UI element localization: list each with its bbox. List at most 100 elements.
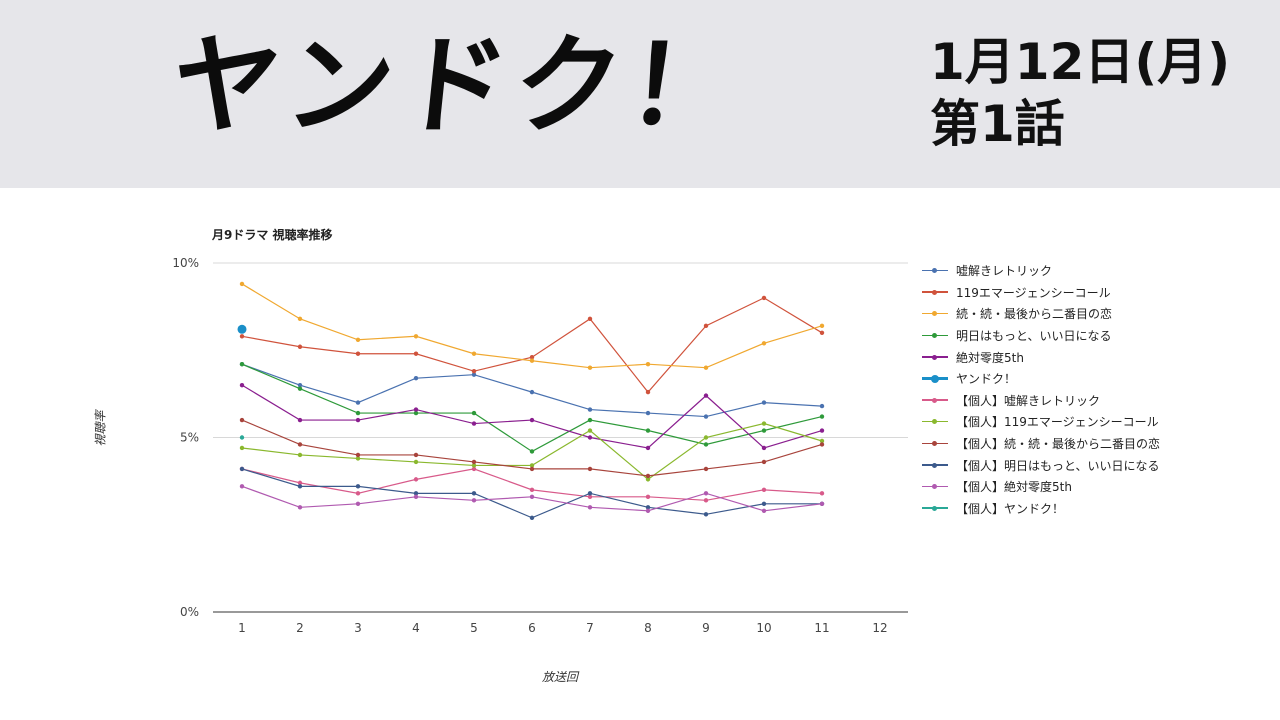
data-point — [471, 498, 477, 503]
data-point — [355, 484, 361, 489]
data-point — [529, 487, 535, 493]
legend-item: 【個人】明日はもっと、いい日になる — [922, 454, 1222, 476]
data-point — [239, 382, 245, 388]
data-point — [413, 491, 419, 496]
x-tick-label: 4 — [412, 621, 420, 635]
data-point — [529, 355, 535, 360]
legend-swatch — [922, 331, 948, 341]
data-point — [239, 334, 245, 339]
data-point — [471, 410, 477, 416]
air-date: 1月12日(月) — [930, 33, 1231, 91]
data-point — [297, 417, 303, 423]
data-point — [297, 484, 303, 489]
legend-label: 続・続・最後から二番目の恋 — [956, 307, 1113, 322]
legend-item: 【個人】続・続・最後から二番目の恋 — [922, 433, 1222, 455]
legend-item: 嘘解きレトリック — [922, 260, 1222, 282]
legend-label: 【個人】嘘解きレトリック — [956, 393, 1101, 408]
data-point — [355, 452, 361, 458]
series-line — [241, 363, 823, 453]
data-point — [239, 484, 245, 489]
data-point — [819, 403, 825, 409]
legend-label: 絶対零度5th — [956, 350, 1024, 365]
series-line — [241, 468, 822, 519]
legend-swatch — [922, 287, 948, 297]
data-point — [471, 466, 477, 472]
line-chart: 0%5%10%1 2 3 4 5 6 7 8 9 10 11 12 — [172, 256, 908, 635]
data-point — [413, 334, 419, 339]
legend-item: 【個人】ヤンドク！ — [922, 498, 1222, 520]
data-point — [239, 466, 245, 472]
data-point — [413, 351, 419, 356]
data-point — [645, 410, 651, 416]
data-point — [355, 501, 361, 507]
data-point — [645, 508, 651, 513]
data-point — [761, 508, 767, 513]
data-point — [471, 491, 477, 496]
data-point — [413, 459, 419, 465]
y-tick-label: 0% — [180, 605, 199, 619]
legend-label: 【個人】明日はもっと、いい日になる — [956, 458, 1160, 473]
legend-label: 【個人】絶対零度5th — [956, 480, 1072, 495]
data-point — [471, 421, 477, 426]
legend-swatch — [922, 266, 948, 276]
data-point — [819, 414, 825, 419]
data-point — [355, 491, 361, 496]
data-point — [413, 494, 419, 500]
data-point — [297, 382, 303, 388]
data-point — [355, 400, 361, 405]
data-point — [819, 323, 825, 329]
legend-label: 明日はもっと、いい日になる — [956, 329, 1112, 344]
y-tick-label: 5% — [180, 431, 199, 445]
legend-item: 絶対零度5th — [922, 346, 1222, 368]
data-point — [587, 417, 593, 423]
data-point — [703, 498, 709, 503]
x-tick-label: 10 — [756, 621, 771, 635]
legend-swatch — [922, 352, 948, 362]
data-point — [297, 480, 303, 486]
data-point — [587, 505, 593, 510]
x-tick-label: 12 — [872, 621, 887, 635]
x-tick-label: 5 — [470, 621, 478, 635]
legend-label: 嘘解きレトリック — [956, 264, 1053, 279]
header-banner: ヤンドク！ 1月12日(月) 第1話 — [0, 0, 1280, 188]
legend-item: ヤンドク！ — [922, 368, 1222, 390]
data-point — [703, 491, 709, 496]
data-point — [471, 368, 477, 374]
data-point — [645, 505, 651, 510]
data-point — [645, 428, 651, 433]
data-point — [529, 466, 535, 472]
data-point — [355, 351, 361, 356]
data-point — [413, 375, 419, 381]
data-point — [529, 449, 535, 454]
data-point — [355, 337, 361, 342]
legend-swatch — [922, 417, 948, 427]
data-point — [529, 494, 535, 500]
data-point — [703, 466, 709, 472]
data-point — [297, 386, 303, 391]
data-point — [761, 501, 767, 507]
legend-item: 【個人】119エマージェンシーコール — [922, 411, 1222, 433]
data-point — [645, 445, 651, 451]
legend-label: 119エマージェンシーコール — [956, 285, 1111, 300]
x-tick-label: 6 — [528, 621, 536, 635]
data-point — [703, 512, 709, 517]
x-axis-label: 放送回 — [541, 670, 578, 684]
data-point — [529, 358, 535, 363]
legend-swatch — [922, 309, 948, 319]
data-point — [355, 456, 361, 461]
data-point — [761, 341, 767, 346]
data-point — [819, 491, 825, 496]
data-point — [239, 417, 245, 423]
chart-legend: 嘘解きレトリック 119エマージェンシーコール 続・続・最後から二番目の恋 明日はもっ… — [922, 260, 1222, 519]
x-tick-label: 3 — [354, 621, 362, 635]
episode-number: 第1話 — [930, 95, 1065, 153]
chart-title: 月9ドラマ 視聴率推移 — [212, 228, 333, 242]
legend-swatch — [922, 395, 948, 405]
show-title: ヤンドク！ — [165, 24, 749, 149]
y-tick-label: 10% — [172, 256, 199, 270]
data-point — [761, 295, 767, 301]
data-point — [587, 466, 593, 472]
legend-swatch — [922, 374, 948, 384]
data-point — [703, 435, 709, 440]
series-line — [241, 297, 823, 394]
